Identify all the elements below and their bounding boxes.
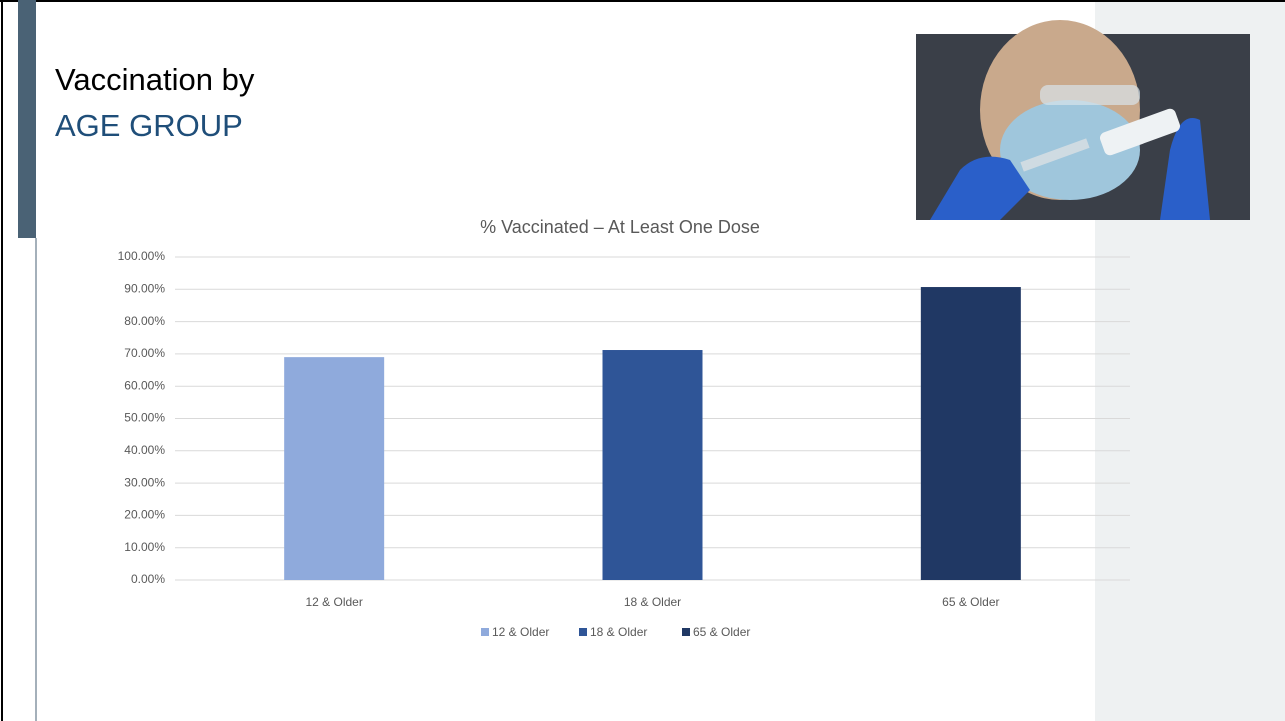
y-tick-label: 50.00% [124, 411, 165, 425]
slide-subtitle: AGE GROUP [55, 108, 243, 143]
y-tick-label: 40.00% [124, 443, 165, 457]
y-tick-label: 30.00% [124, 475, 165, 489]
x-tick-label: 65 & Older [942, 595, 999, 609]
x-tick-label: 12 & Older [305, 595, 362, 609]
legend-label: 65 & Older [693, 625, 750, 639]
y-tick-label: 100.00% [118, 249, 166, 263]
legend-swatch [579, 628, 587, 636]
bar [602, 350, 703, 580]
y-tick-label: 70.00% [124, 346, 165, 360]
photo [916, 20, 1250, 220]
legend-swatch [682, 628, 690, 636]
y-tick-label: 0.00% [131, 572, 165, 586]
slide-title: Vaccination by [55, 62, 255, 97]
legend-label: 18 & Older [590, 625, 647, 639]
x-tick-label: 18 & Older [624, 595, 681, 609]
accent-bar [18, 0, 36, 238]
bar [920, 287, 1021, 580]
chart-title: % Vaccinated – At Least One Dose [480, 217, 760, 237]
y-tick-label: 60.00% [124, 378, 165, 392]
legend-label: 12 & Older [492, 625, 549, 639]
legend-swatch [481, 628, 489, 636]
bar [284, 357, 385, 580]
y-tick-label: 10.00% [124, 540, 165, 554]
y-tick-label: 90.00% [124, 281, 165, 295]
y-tick-label: 20.00% [124, 508, 165, 522]
y-tick-label: 80.00% [124, 314, 165, 328]
